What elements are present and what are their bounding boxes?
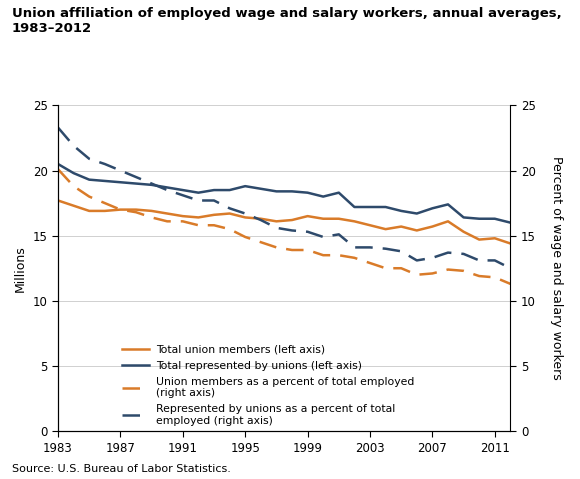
Y-axis label: Percent of wage and salary workers: Percent of wage and salary workers — [550, 156, 563, 380]
Text: Union affiliation of employed wage and salary workers, annual averages,: Union affiliation of employed wage and s… — [12, 7, 561, 20]
Y-axis label: Millions: Millions — [14, 245, 27, 292]
Text: Source: U.S. Bureau of Labor Statistics.: Source: U.S. Bureau of Labor Statistics. — [12, 464, 230, 474]
Text: 1983–2012: 1983–2012 — [12, 22, 92, 34]
Legend: Total union members (left axis), Total represented by unions (left axis), Union : Total union members (left axis), Total r… — [122, 344, 414, 426]
